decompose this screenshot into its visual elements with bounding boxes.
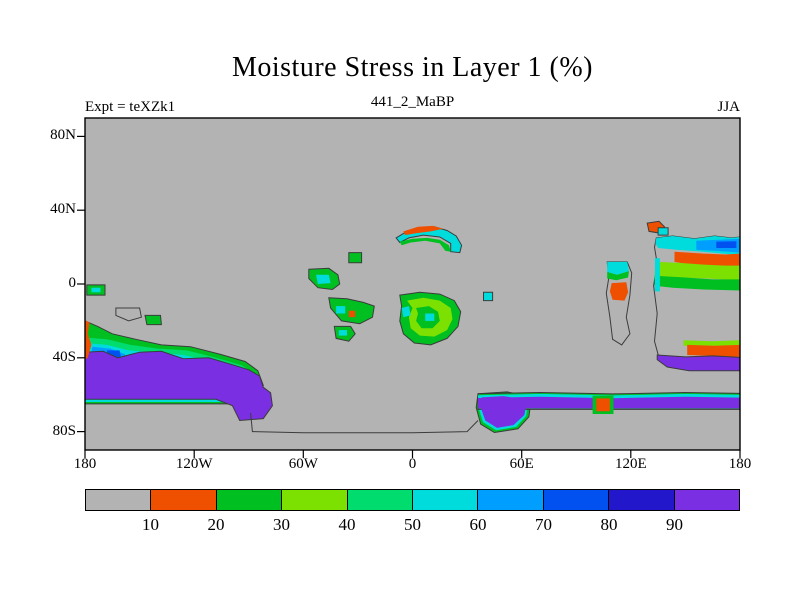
colorbar-tick-label: 50 (404, 515, 421, 534)
plot-frame (84, 117, 741, 451)
map-region-arc-orange (403, 225, 444, 236)
colorbar-tick-label: 90 (666, 515, 683, 534)
map-region-swirl-cyan-core (425, 313, 435, 321)
map-region-center-cyan-b (338, 330, 347, 336)
map-region-small-green-square (348, 252, 363, 264)
y-tick-label: 40S (52, 348, 76, 365)
map-region-so-red-patch (596, 398, 610, 412)
experiment-label: Expt = teXZk1 (85, 99, 176, 115)
colorbar-segment (282, 490, 348, 510)
map-region-so-blob-purple (480, 396, 527, 428)
x-tick-label: 180 (728, 456, 752, 472)
map-region-east-cyan-west-edge (654, 258, 660, 292)
map-region-east-orange-band (674, 251, 740, 267)
map-region-arc-green-inner (399, 237, 451, 252)
colorbar-tick-label: 80 (600, 515, 618, 534)
colorbar-tick-label: 20 (207, 515, 225, 534)
map-region-sw-purple (84, 350, 273, 422)
moisture-stress-map (77, 117, 741, 458)
x-tick-label: 120W (175, 456, 213, 472)
map-region-antarctic-coast-outline (250, 413, 479, 434)
colorbar-tick-label: 30 (273, 515, 290, 534)
map-region-cyan-square-east (483, 291, 494, 302)
map-region-cl-cyan-inner (316, 274, 331, 284)
colorbar-segment (674, 490, 740, 510)
colorbar-segment (216, 490, 283, 510)
map-region-island-outline-west (115, 307, 142, 322)
colorbar-tick-label: 60 (469, 515, 487, 534)
colorbar (85, 489, 740, 511)
colorbar-segment (347, 490, 414, 510)
colorbar-tick-label: 40 (338, 515, 356, 534)
colorbar-segment (543, 490, 610, 510)
map-region-center-cyan-a (336, 306, 346, 314)
y-tick-label: 40N (50, 201, 76, 218)
y-tick-label: 80S (52, 422, 76, 439)
map-region-east-lower-yellowgreen (683, 340, 740, 347)
map-region-east-green-band (654, 275, 740, 291)
y-tick-label: 0 (68, 275, 77, 291)
chart-subtitle: 441_2_MaBP (370, 94, 455, 110)
colorbar-segment (413, 490, 479, 510)
colorbar-tick-label: 70 (535, 515, 552, 534)
y-tick-label: 80N (50, 127, 76, 144)
map-region-eq-left-cyan (91, 287, 101, 293)
map-region-east-strip-cyan (607, 261, 629, 275)
map-region-ne-cyan-patch (657, 227, 669, 236)
x-tick-label: 60W (288, 456, 318, 472)
x-tick-label: 180 (73, 456, 97, 472)
season-label: JJA (717, 99, 740, 115)
map-region-east-strip-green (607, 271, 629, 281)
x-tick-label: 0 (408, 456, 417, 472)
x-tick-label: 60E (509, 456, 534, 472)
map-region-west-coast-orange (85, 320, 92, 360)
map-region-center-red-a (348, 310, 356, 318)
colorbar-segment (151, 490, 217, 510)
map-region-east-deepblue-patch (716, 241, 737, 248)
map-region-east-strip-orange (609, 282, 629, 301)
colorbar-segment (86, 490, 152, 510)
colorbar-segment (609, 490, 675, 510)
chart-title: Moisture Stress in Layer 1 (%) (231, 52, 594, 83)
x-tick-label: 120E (614, 456, 647, 472)
map-region-swirl-cyan-west (401, 306, 411, 318)
map-region-west-green-patch (144, 314, 162, 326)
colorbar-tick-label: 10 (142, 515, 159, 534)
colorbar-segment (478, 490, 544, 510)
map-region-east-yellowgreen-band (654, 261, 740, 281)
map-region-east-lower-orange (687, 344, 740, 357)
